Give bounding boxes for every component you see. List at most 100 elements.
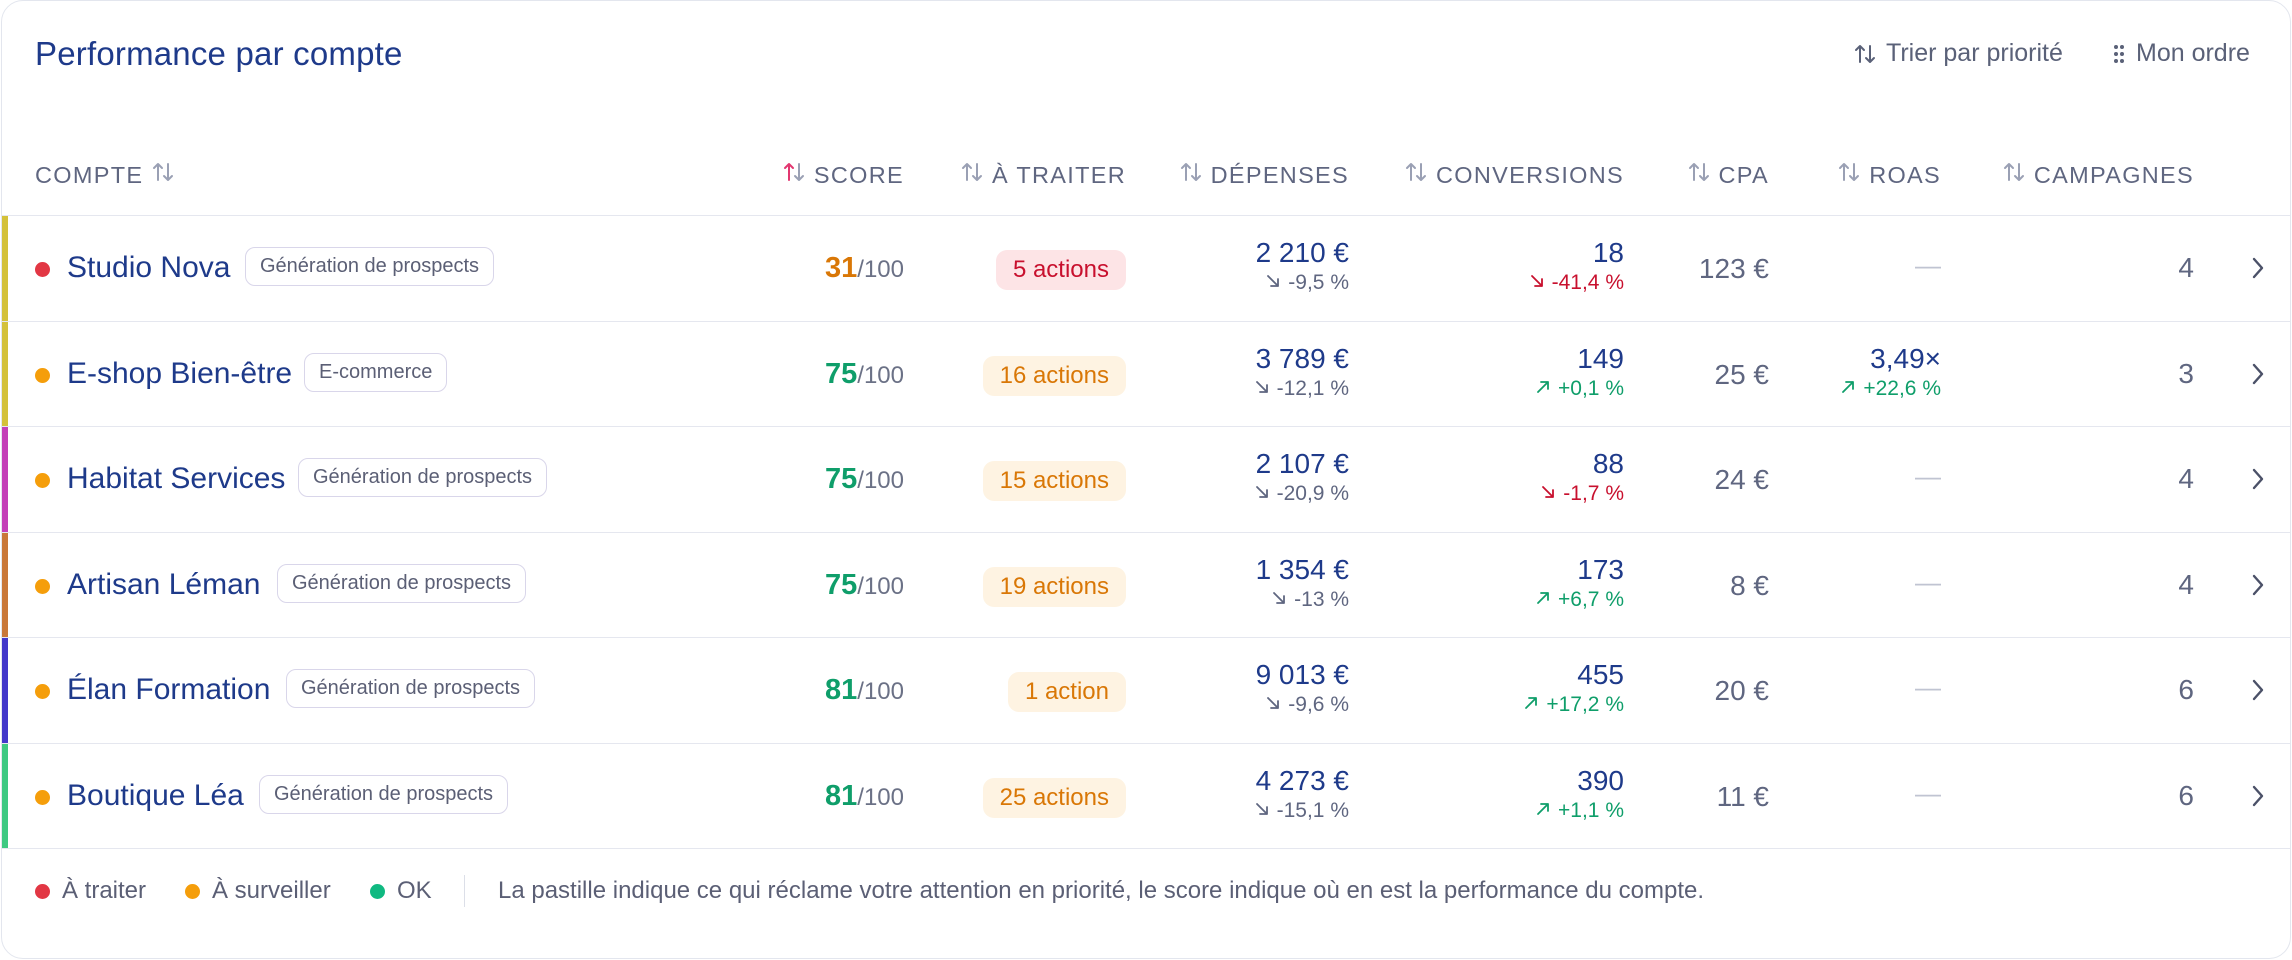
trend-down-icon — [1254, 376, 1270, 402]
trend-up-icon — [1523, 692, 1539, 718]
column-header-score[interactable]: SCORE — [783, 161, 904, 189]
campaigns-cell: 6 — [2178, 674, 2194, 705]
conversions-delta: +17,2 % — [1523, 692, 1624, 718]
conversions-delta: +0,1 % — [1535, 376, 1624, 402]
spend-delta: -9,5 % — [1256, 270, 1349, 296]
legend-item-a-surveiller: À surveiller — [185, 877, 331, 905]
actions-badge[interactable]: 19 actions — [982, 566, 1126, 607]
table-row[interactable]: Élan Formation Génération de prospects 8… — [2, 638, 2290, 744]
actions-badge[interactable]: 25 actions — [982, 777, 1126, 818]
conversions-delta: -41,4 % — [1529, 270, 1624, 296]
status-dot-icon — [35, 367, 50, 383]
sort-arrows-icon — [1854, 43, 1876, 65]
status-dot-icon — [35, 789, 50, 805]
cpa-cell: 11 € — [1716, 780, 1769, 812]
conversions-value: 18 — [1592, 237, 1624, 268]
chevron-right-icon[interactable] — [2251, 678, 2265, 707]
cpa-cell: 123 € — [1698, 253, 1769, 284]
sort-arrows-icon — [1180, 161, 1202, 189]
account-name[interactable]: Studio Nova — [67, 251, 231, 284]
accounts-table-body: Studio Nova Génération de prospects 31/1… — [2, 216, 2290, 849]
score-value: 81 — [825, 779, 858, 812]
spend-delta: -15,1 % — [1254, 798, 1349, 824]
chevron-right-icon[interactable] — [2251, 784, 2265, 813]
table-row[interactable]: Habitat Services Génération de prospects… — [2, 427, 2290, 533]
roas-cell: — — [1915, 250, 1941, 280]
chevron-right-icon[interactable] — [2251, 573, 2265, 602]
conversions-delta: +1,1 % — [1535, 798, 1624, 824]
cpa-cell: 24 € — [1714, 464, 1770, 495]
table-row[interactable]: E-shop Bien-être E-commerce 75/100 16 ac… — [2, 321, 2290, 427]
header-divider — [2, 215, 2290, 216]
campaigns-cell: 4 — [2178, 568, 2194, 600]
table-row[interactable]: Studio Nova Génération de prospects 31/1… — [2, 216, 2290, 322]
chevron-right-icon[interactable] — [2251, 362, 2265, 391]
sort-arrows-icon — [152, 161, 174, 189]
row-color-stripe — [2, 321, 8, 426]
table-header: COMPTE SCORE À TRAITER DÉPENSES — [2, 1, 2290, 216]
row-color-stripe — [2, 743, 8, 848]
column-header-conversions[interactable]: CONVERSIONS — [1405, 161, 1624, 189]
trend-up-icon — [1535, 376, 1551, 402]
column-header-cpa[interactable]: CPA — [1688, 161, 1769, 189]
trend-up-icon — [1840, 376, 1856, 402]
table-row[interactable]: Artisan Léman Génération de prospects 75… — [2, 532, 2290, 638]
column-label-score: SCORE — [813, 161, 904, 188]
row-color-stripe — [2, 638, 8, 743]
spend-delta: -12,1 % — [1254, 376, 1349, 402]
trend-down-icon — [1254, 798, 1270, 824]
cpa-cell: 8 € — [1730, 569, 1769, 601]
spend-cell: 4 273 € -15,1 % — [1254, 764, 1349, 824]
column-label-conversions: CONVERSIONS — [1436, 161, 1624, 188]
spend-cell: 2 210 € -9,5 % — [1256, 236, 1349, 296]
column-header-roas[interactable]: ROAS — [1838, 161, 1941, 189]
conversions-cell: 149 +0,1 % — [1535, 342, 1624, 402]
chevron-right-icon[interactable] — [2251, 467, 2265, 496]
trend-down-icon — [1271, 587, 1287, 613]
my-order-button[interactable]: Mon ordre — [2112, 39, 2250, 68]
account-name[interactable]: Boutique Léa — [67, 778, 244, 812]
chevron-right-icon[interactable] — [2251, 256, 2265, 285]
conversions-cell: 173 +6,7 % — [1535, 553, 1624, 613]
campaigns-cell: 4 — [2178, 252, 2194, 283]
sort-arrows-icon — [1405, 161, 1427, 189]
trend-down-icon — [1540, 481, 1556, 507]
actions-badge[interactable]: 5 actions — [995, 250, 1126, 290]
conversions-cell: 18 -41,4 % — [1529, 236, 1624, 296]
account-name[interactable]: Artisan Léman — [67, 567, 261, 601]
column-header-depenses[interactable]: DÉPENSES — [1180, 161, 1349, 189]
sort-by-priority-button[interactable]: Trier par priorité — [1854, 39, 2063, 68]
column-header-campagnes[interactable]: CAMPAGNES — [2003, 161, 2194, 189]
actions-badge[interactable]: 16 actions — [982, 355, 1126, 396]
roas-delta: +22,6 % — [1840, 376, 1941, 402]
score-cell: 75/100 — [825, 463, 904, 496]
sort-by-priority-label: Trier par priorité — [1886, 39, 2063, 67]
actions-badge[interactable]: 15 actions — [982, 461, 1126, 501]
campaigns-cell: 4 — [2178, 463, 2194, 494]
card-header: Performance par compte Trier par priorit… — [2, 1, 2290, 111]
account-type-tag: Génération de prospects — [259, 774, 509, 814]
actions-badge[interactable]: 1 action — [1007, 672, 1126, 712]
trend-down-icon — [1254, 481, 1270, 507]
account-name[interactable]: Habitat Services — [67, 462, 286, 495]
conversions-delta: -1,7 % — [1540, 481, 1624, 507]
column-label-a-traiter: À TRAITER — [991, 161, 1126, 188]
score-cell: 81/100 — [825, 674, 904, 707]
column-header-compte[interactable]: COMPTE — [35, 161, 174, 189]
score-value: 81 — [825, 674, 858, 706]
score-cell: 75/100 — [825, 569, 904, 602]
spend-value: 3 789 € — [1255, 342, 1349, 374]
page-title: Performance par compte — [35, 35, 403, 72]
column-label-depenses: DÉPENSES — [1210, 161, 1349, 188]
spend-value: 1 354 € — [1255, 553, 1349, 585]
score-denominator: /100 — [857, 256, 904, 283]
account-name[interactable]: Élan Formation — [67, 673, 271, 706]
status-dot-icon — [35, 578, 50, 594]
account-name[interactable]: E-shop Bien-être — [67, 356, 293, 390]
column-header-a-traiter[interactable]: À TRAITER — [961, 161, 1126, 189]
conversions-value: 88 — [1592, 448, 1624, 479]
conversions-value: 390 — [1577, 764, 1624, 796]
table-row[interactable]: Boutique Léa Génération de prospects 81/… — [2, 743, 2290, 849]
row-color-stripe — [2, 532, 8, 637]
score-value: 75 — [825, 357, 858, 390]
